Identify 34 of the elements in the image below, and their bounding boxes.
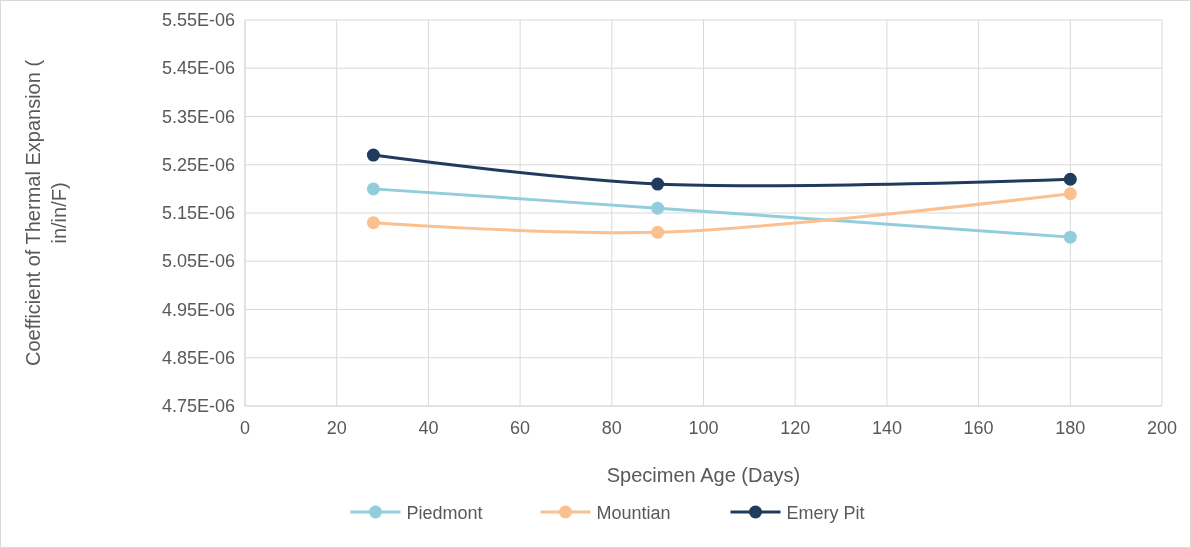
x-tick-label: 200 — [1146, 418, 1178, 438]
point — [1063, 187, 1077, 201]
y-tick-label: 5.45E-06 — [161, 58, 235, 79]
x-tick-label: 160 — [963, 418, 994, 438]
point — [366, 182, 380, 196]
point — [1063, 172, 1077, 186]
x-tick-label: 0 — [239, 418, 251, 438]
x-tick-label: 140 — [871, 418, 902, 438]
x-tick-label: 120 — [780, 418, 811, 438]
point — [651, 177, 665, 191]
x-tick-label: 180 — [1055, 418, 1086, 438]
x-axis-title: Specimen Age (Days) — [606, 464, 801, 486]
point — [651, 201, 665, 215]
x-tick-label: 80 — [601, 418, 622, 438]
x-tick-label: 40 — [418, 418, 439, 438]
point — [651, 225, 665, 239]
y-tick-label: 4.95E-06 — [161, 299, 235, 320]
y-tick-label: 5.05E-06 — [161, 251, 235, 272]
x-tick-label: 60 — [510, 418, 531, 438]
y-tick-label: 5.15E-06 — [161, 203, 235, 223]
x-tick-label: 100 — [688, 418, 719, 438]
legend-label: Mountian — [596, 503, 671, 523]
legend-label: Emery Pit — [786, 503, 865, 523]
point — [366, 148, 380, 162]
y-tick-label: 4.85E-06 — [161, 347, 235, 368]
x-tick-label: 20 — [326, 418, 347, 438]
y-tick-label: 5.25E-06 — [161, 154, 235, 175]
point — [366, 216, 380, 230]
point — [1063, 230, 1077, 244]
y-axis-title: Coefficient of Thermal Expansion ( in/in/F) — [22, 59, 70, 367]
y-tick-label: 5.35E-06 — [161, 106, 235, 127]
y-tick-label: 5.55E-06 — [161, 10, 235, 30]
y-tick-label: 4.75E-06 — [161, 396, 235, 416]
legend-label: Piedmont — [406, 503, 483, 523]
